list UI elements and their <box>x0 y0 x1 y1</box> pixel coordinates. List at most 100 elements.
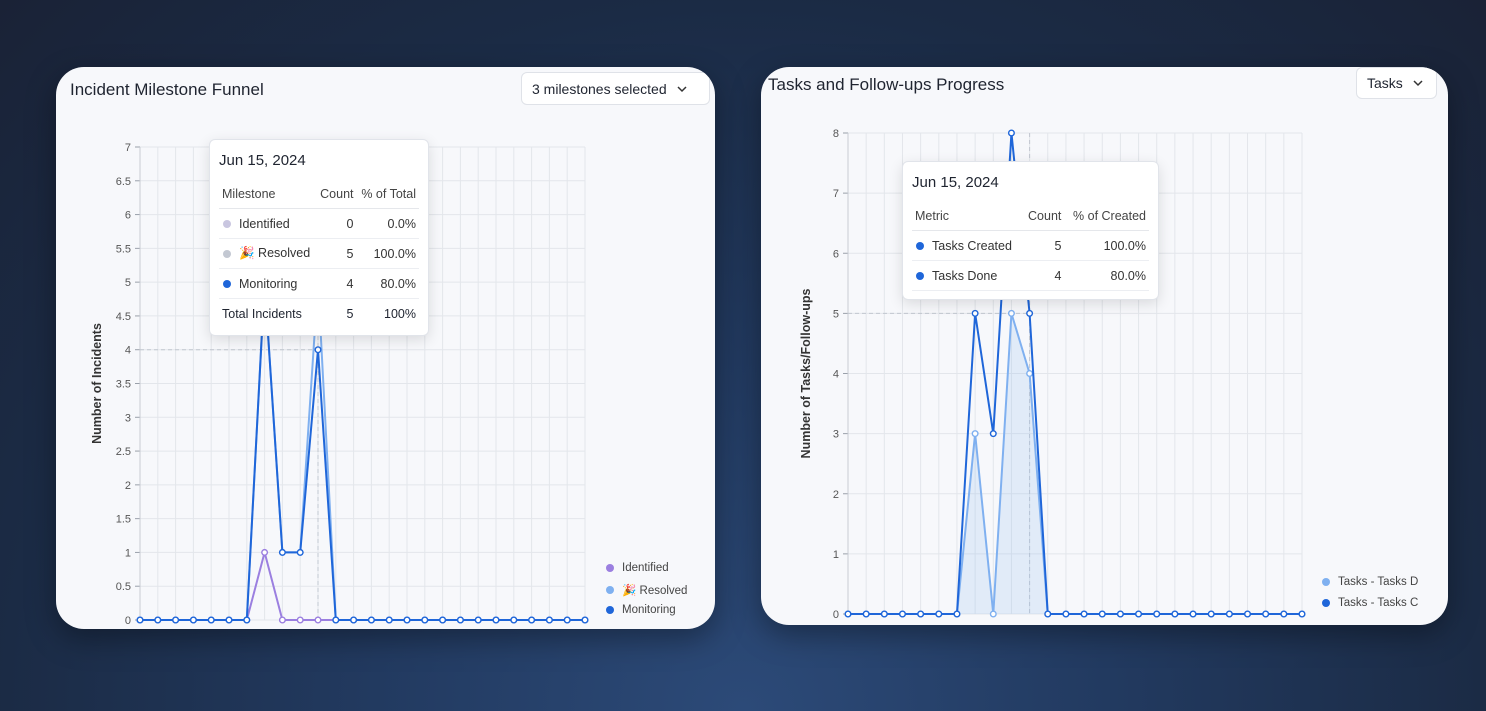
tooltip-header: % of Created <box>1064 202 1149 231</box>
tooltip-date: Jun 15, 2024 <box>912 174 999 191</box>
y-tick-label: 2.5 <box>116 446 131 458</box>
data-point <box>953 610 961 618</box>
y-tick-label: 7 <box>125 142 131 154</box>
data-point <box>1007 309 1015 317</box>
data-point <box>989 610 997 618</box>
data-point <box>917 610 925 618</box>
y-tick-label: 4 <box>833 369 839 381</box>
chevron-down-icon <box>677 85 687 92</box>
data-point <box>243 616 251 624</box>
milestone-select-dropdown[interactable]: 3 milestones selected <box>521 72 710 105</box>
tooltip-header: Metric <box>912 202 1023 231</box>
y-tick-label: 5 <box>125 277 131 289</box>
legend-item-monitoring[interactable]: Monitoring <box>606 604 676 616</box>
tooltip-count: 4 <box>315 268 357 299</box>
data-point <box>1026 309 1034 317</box>
data-point <box>880 610 888 618</box>
series-dot <box>223 280 231 289</box>
data-point <box>844 610 852 618</box>
tooltip-row: Tasks Created 5 100.0% <box>912 230 1149 261</box>
data-point <box>1044 610 1052 618</box>
y-tick-label: 1.5 <box>116 514 131 526</box>
legend-dot <box>606 564 614 572</box>
data-point <box>1135 610 1143 618</box>
y-tick-label: 1 <box>833 549 839 561</box>
y-axis-label: Number of Tasks/Follow-ups <box>799 288 813 458</box>
tooltip-header: % of Total <box>356 180 419 209</box>
tooltip-row: 🎉 Resolved 5 100.0% <box>219 238 419 269</box>
legend-dot <box>606 586 614 594</box>
data-point <box>278 548 286 556</box>
tasks-progress-card: Tasks and Follow-ups Progress Tasks 0 1 2 3… <box>761 67 1448 625</box>
tooltip-row-label: Tasks Done <box>932 268 998 283</box>
legend-dot <box>606 606 614 614</box>
data-point <box>1080 610 1088 618</box>
data-point <box>314 346 322 354</box>
data-point <box>403 616 411 624</box>
y-tick-label: 3.5 <box>116 379 131 391</box>
tooltip-row-label: Monitoring <box>239 276 298 291</box>
y-tick-label: 6.5 <box>116 176 131 188</box>
data-point <box>296 616 304 624</box>
data-point <box>1026 370 1034 378</box>
y-tick-label: 6 <box>125 210 131 222</box>
data-point <box>1262 610 1270 618</box>
legend-label: Identified <box>622 562 669 574</box>
y-tick-label: 0.5 <box>116 581 131 593</box>
y-tick-label: 3 <box>833 429 839 441</box>
data-point <box>367 616 375 624</box>
data-point <box>1171 610 1179 618</box>
data-point <box>971 309 979 317</box>
data-point <box>421 616 429 624</box>
data-point <box>1007 129 1015 137</box>
legend-item-tasks-done[interactable]: Tasks - Tasks D <box>1322 576 1418 588</box>
dropdown-label: 3 milestones selected <box>532 80 667 97</box>
tooltip-row-label: Tasks Created <box>932 238 1012 253</box>
data-point <box>1098 610 1106 618</box>
y-tick-label: 1 <box>125 547 131 559</box>
chart-tooltip: Jun 15, 2024 Milestone Count % of Total … <box>209 139 429 336</box>
data-point <box>528 616 536 624</box>
card-title: Tasks and Follow-ups Progress <box>768 75 1005 94</box>
series-area <box>848 313 1302 614</box>
y-tick-label: 2 <box>125 480 131 492</box>
data-point <box>474 616 482 624</box>
tooltip-total-row: Total Incidents 5 100% <box>219 299 419 329</box>
tooltip-table: Metric Count % of Created Tasks Created … <box>912 202 1149 291</box>
data-point <box>935 610 943 618</box>
y-tick-label: 5 <box>833 308 839 320</box>
legend-item-identified[interactable]: Identified <box>606 562 669 574</box>
data-point <box>1116 610 1124 618</box>
data-point <box>439 616 447 624</box>
tooltip-date: Jun 15, 2024 <box>219 152 306 169</box>
data-point <box>510 616 518 624</box>
y-tick-label: 6 <box>833 248 839 260</box>
tooltip-pct: 100.0% <box>1064 230 1149 261</box>
tooltip-pct: 100.0% <box>356 238 419 269</box>
tasks-select-dropdown[interactable]: Tasks <box>1356 67 1437 99</box>
dropdown-label: Tasks <box>1367 75 1403 91</box>
y-axis-label: Number of Incidents <box>90 323 104 444</box>
data-point <box>1225 610 1233 618</box>
data-point <box>563 616 571 624</box>
tooltip-count: 5 <box>315 238 357 269</box>
data-point <box>862 610 870 618</box>
tooltip-pct: 0.0% <box>356 208 419 239</box>
data-point <box>1207 610 1215 618</box>
chart-tooltip: Jun 15, 2024 Metric Count % of Created T… <box>902 161 1159 300</box>
data-point <box>545 616 553 624</box>
data-point <box>971 430 979 438</box>
data-point <box>898 610 906 618</box>
tooltip-count: 4 <box>1022 260 1065 291</box>
series-dot <box>916 272 924 281</box>
y-tick-label: 5.5 <box>116 243 131 255</box>
legend-label: 🎉 Resolved <box>622 585 688 597</box>
legend-item-resolved[interactable]: 🎉 Resolved <box>606 583 687 597</box>
tooltip-count: 5 <box>1022 230 1065 261</box>
legend-item-tasks-created[interactable]: Tasks - Tasks C <box>1322 597 1418 609</box>
legend-label: Tasks - Tasks C <box>1338 597 1419 609</box>
series-dot <box>223 220 231 229</box>
y-tick-label: 2 <box>833 489 839 501</box>
data-point <box>332 616 340 624</box>
